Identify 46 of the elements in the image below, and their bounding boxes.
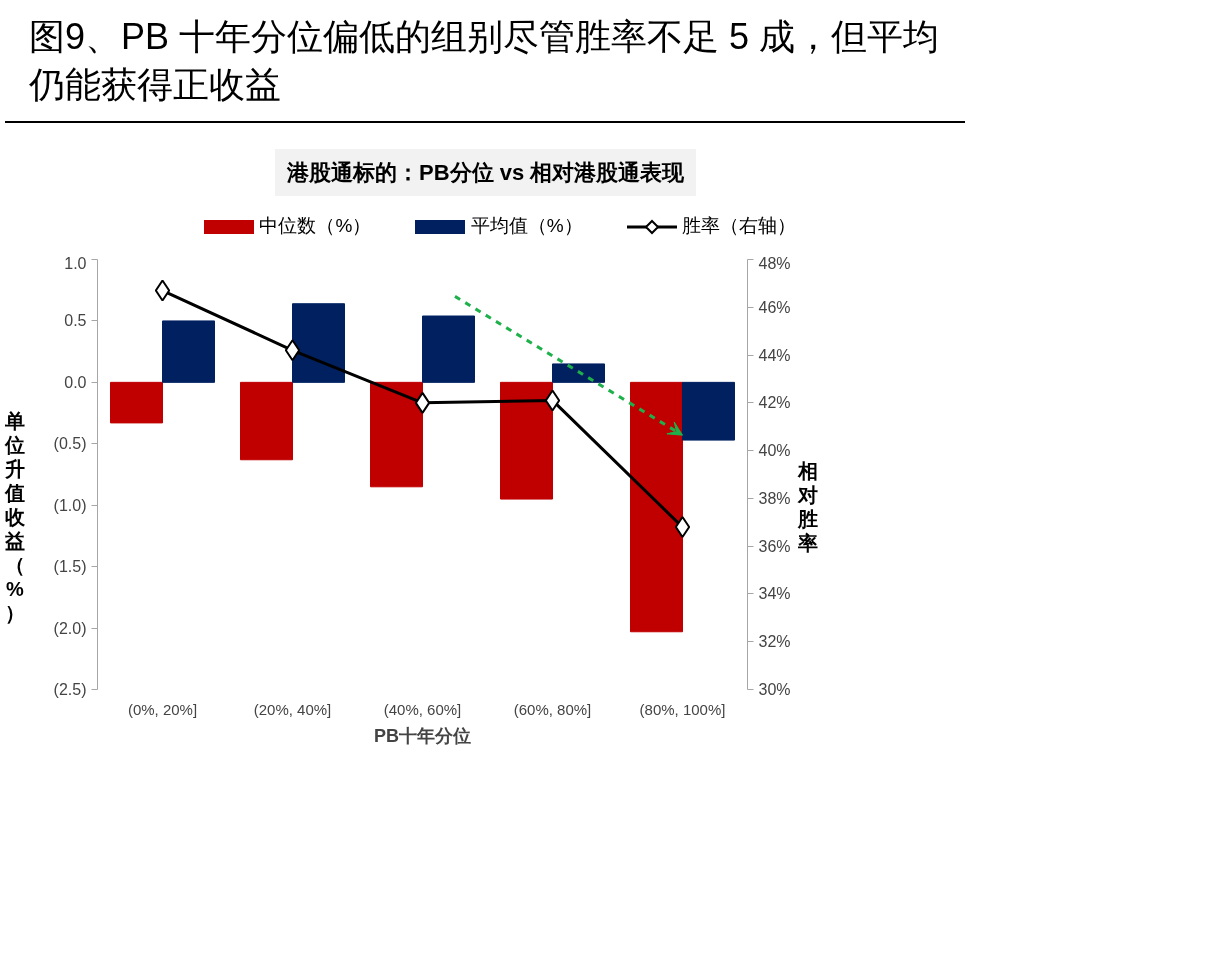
y2-tick-label: 38% — [758, 489, 791, 507]
y2-tick-label: 32% — [758, 632, 791, 650]
x-tick-label: (20%, 40%] — [253, 700, 332, 718]
y2-tick-label: 48% — [758, 254, 791, 272]
bar — [500, 381, 553, 500]
bar — [630, 381, 683, 632]
legend-label: 胜率（右轴） — [681, 215, 796, 237]
bar — [110, 381, 163, 423]
x-tick-label: (0%, 20%] — [127, 700, 198, 718]
bar — [240, 381, 293, 460]
point — [414, 391, 431, 414]
bar — [370, 381, 423, 487]
y2-tick-label: 30% — [758, 680, 791, 698]
chart-subtitle: 港股通标的：PB分位 vs 相对港股通表现 — [275, 149, 697, 197]
legend-label: 中位数（%） — [259, 215, 372, 237]
y-tick-label: (1.5) — [53, 557, 87, 575]
y-tick-label: 1.0 — [64, 254, 87, 272]
x-axis-title: PB十年分位 — [374, 725, 472, 746]
y2-tick-label: 36% — [758, 537, 791, 555]
x-tick-label: (60%, 80%] — [513, 700, 592, 718]
y2-axis-title: 相对胜率 — [798, 458, 818, 555]
y-tick-label: (2.5) — [53, 680, 87, 698]
y-tick-label: (1.0) — [53, 496, 87, 514]
bar — [162, 319, 215, 383]
legend-label: 平均值（%） — [470, 215, 583, 237]
bar — [292, 302, 345, 383]
y-tick-label: 0.5 — [64, 311, 87, 329]
chart-title: 图9、PB 十年分位偏低的组别尽管胜率不足 5 成，但平均仍能获得正收益 — [5, 5, 965, 123]
x-tick-label: (40%, 60%] — [383, 700, 462, 718]
y2-tick-label: 40% — [758, 441, 791, 459]
point — [544, 389, 561, 412]
y-tick-label: (2.0) — [53, 619, 87, 637]
bar — [682, 381, 735, 441]
y2-tick-label: 44% — [758, 346, 791, 364]
bar — [552, 362, 605, 383]
text: 单位升值收益（%） — [5, 409, 25, 624]
y-tick-label: (0.5) — [53, 434, 87, 452]
point — [284, 338, 301, 361]
y2-tick-label: 46% — [758, 298, 791, 316]
y-tick-label: 0.0 — [64, 373, 87, 391]
y2-tick-label: 34% — [758, 585, 791, 603]
bar — [422, 315, 475, 383]
point — [154, 279, 171, 302]
x-tick-label: (80%, 100%] — [639, 700, 726, 718]
point — [674, 515, 691, 538]
y2-tick-label: 42% — [758, 393, 791, 411]
